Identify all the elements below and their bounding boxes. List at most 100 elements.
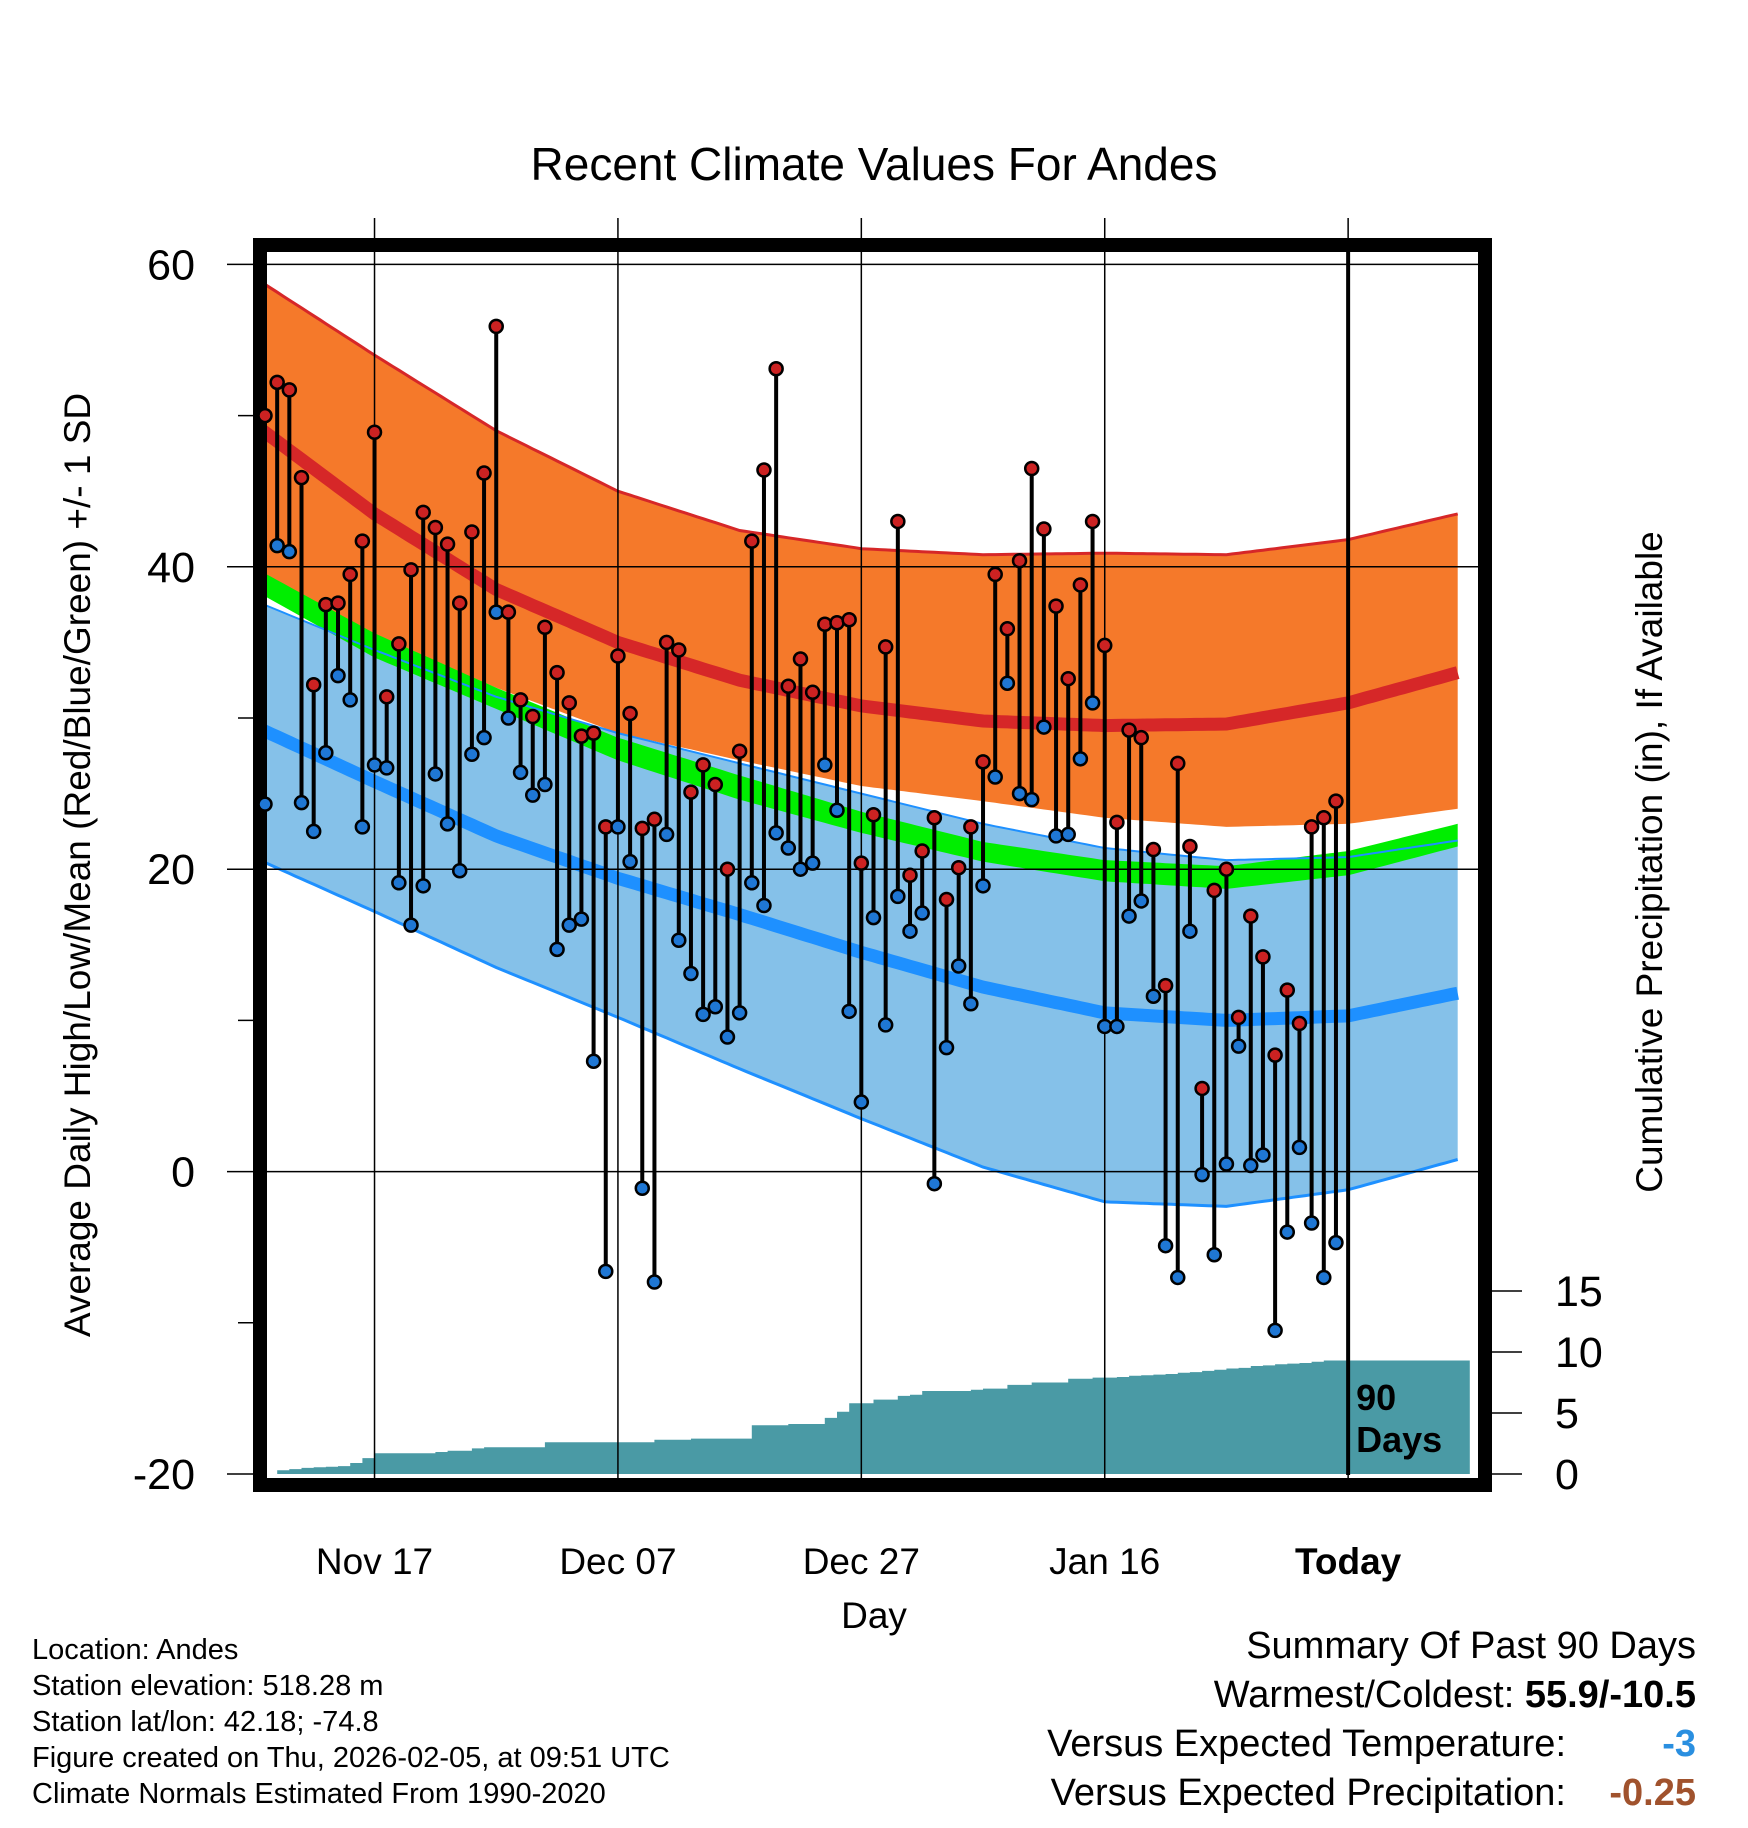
y2-tick-label: 5 xyxy=(1555,1390,1579,1438)
daily-low-point xyxy=(622,853,638,870)
daily-low-point xyxy=(817,757,833,773)
daily-high-point xyxy=(1133,729,1149,746)
chart-title: Recent Climate Values For Andes xyxy=(531,138,1218,190)
daily-high-point xyxy=(902,867,918,883)
daily-high-point xyxy=(1279,982,1296,998)
daily-high-point xyxy=(1023,460,1040,477)
daily-low-point xyxy=(1316,1269,1332,1286)
daily-low-point xyxy=(1084,695,1101,711)
daily-high-point xyxy=(695,757,711,773)
daily-high-point xyxy=(403,562,419,578)
y2-tick-label: 0 xyxy=(1555,1451,1579,1499)
daily-high-point xyxy=(464,524,480,540)
daily-low-point xyxy=(1279,1224,1296,1240)
daily-low-point xyxy=(573,911,590,927)
daily-high-point xyxy=(500,604,517,620)
daily-low-point xyxy=(403,917,419,933)
latlon-text: Station lat/lon: 42.18; -74.8 xyxy=(32,1706,379,1738)
daily-low-point xyxy=(1072,751,1089,767)
daily-low-point xyxy=(938,1039,955,1056)
daily-high-point xyxy=(1255,949,1271,965)
daily-high-point xyxy=(451,595,468,611)
daily-low-point xyxy=(305,823,322,840)
daily-low-point xyxy=(1011,785,1028,802)
daily-high-point xyxy=(707,776,724,793)
daily-high-point xyxy=(780,678,797,694)
daily-high-point xyxy=(1170,755,1186,772)
daily-low-point xyxy=(756,897,772,914)
precip-value: -0.25 xyxy=(1609,1772,1696,1814)
daily-high-point xyxy=(1036,521,1052,537)
x-tick-label: Dec 27 xyxy=(803,1541,920,1582)
daily-high-point xyxy=(841,611,857,628)
daily-low-point xyxy=(1145,988,1162,1004)
y2-tick-label: 15 xyxy=(1555,1268,1603,1316)
daily-high-point xyxy=(1230,1009,1247,1026)
daily-low-point xyxy=(391,875,407,891)
daily-low-point xyxy=(792,861,809,877)
daily-high-point xyxy=(987,566,1003,583)
daily-high-point xyxy=(537,619,553,636)
daily-low-point xyxy=(537,776,553,793)
created-text: Figure created on Thu, 2026-02-05, at 09… xyxy=(32,1742,670,1774)
daily-high-point xyxy=(768,360,784,377)
daily-high-point xyxy=(646,811,663,828)
daily-high-point xyxy=(1218,861,1235,877)
y-tick-label: 20 xyxy=(147,846,195,894)
daily-high-point xyxy=(1011,553,1028,569)
daily-low-point xyxy=(950,958,967,974)
daily-low-point xyxy=(512,764,529,781)
daily-low-point xyxy=(281,543,298,560)
daily-high-point xyxy=(1206,882,1223,899)
x-tick-label: Dec 07 xyxy=(559,1541,676,1582)
high-normal-line xyxy=(255,417,1460,733)
y-axis-label: Average Daily High/Low/Mean (Red/Blue/Gr… xyxy=(57,393,98,1337)
plot-frame xyxy=(253,238,1492,1492)
daily-high-point xyxy=(318,596,334,613)
daily-low-point xyxy=(524,787,541,803)
daily-low-point xyxy=(865,909,882,926)
daily-high-point xyxy=(938,891,955,908)
daily-low-point xyxy=(500,710,517,726)
daily-low-point xyxy=(330,667,346,684)
daily-low-point xyxy=(342,692,358,708)
daily-low-point xyxy=(634,1180,651,1196)
daily-low-point xyxy=(719,1029,736,1045)
daily-high-point xyxy=(269,374,285,391)
daily-low-point xyxy=(646,1274,663,1290)
daily-low-point xyxy=(658,826,675,843)
daily-low-point xyxy=(561,917,577,933)
daily-high-point xyxy=(439,536,456,552)
daily-low-point xyxy=(610,819,626,835)
daily-high-point xyxy=(1084,513,1101,530)
daily-high-point xyxy=(1182,838,1198,855)
daily-high-point xyxy=(1121,722,1137,738)
daily-low-point xyxy=(671,932,687,949)
today-days-label: 90 Days xyxy=(1356,1377,1442,1460)
daily-high-point xyxy=(853,855,870,871)
daily-high-point xyxy=(744,533,760,549)
precip-row: Versus Expected Precipitation: -0.25 xyxy=(1047,1769,1696,1818)
daily-high-point xyxy=(573,728,590,744)
daily-high-point xyxy=(1316,810,1332,826)
daily-high-point xyxy=(391,636,407,652)
daily-high-point xyxy=(1303,819,1320,835)
daily-low-point xyxy=(1255,1147,1271,1163)
daily-high-point xyxy=(877,639,894,655)
daily-low-point xyxy=(1060,826,1076,843)
daily-high-point xyxy=(354,533,371,549)
daily-low-point xyxy=(366,757,383,773)
x-tick-label: Jan 16 xyxy=(1049,1541,1160,1582)
daily-high-point xyxy=(829,614,845,631)
daily-low-point xyxy=(853,1094,870,1110)
y-tick-label: 60 xyxy=(147,241,195,289)
daily-low-point xyxy=(1023,791,1040,808)
daily-high-point xyxy=(257,407,273,424)
low-upper-sd-line xyxy=(255,599,1458,862)
daily-high-point xyxy=(415,504,431,521)
daily-high-point xyxy=(914,843,930,859)
daily-high-point xyxy=(1072,577,1089,593)
daily-low-point xyxy=(427,766,444,782)
y-tick-label: 40 xyxy=(147,544,195,592)
